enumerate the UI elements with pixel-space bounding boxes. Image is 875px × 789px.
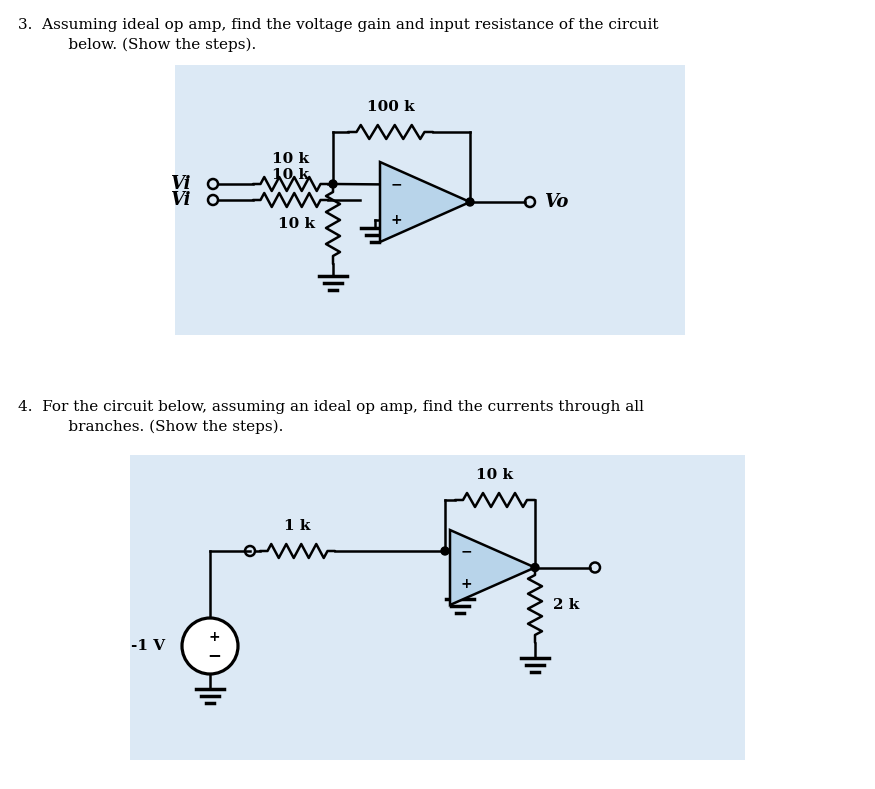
Text: 3.  Assuming ideal op amp, find the voltage gain and input resistance of the cir: 3. Assuming ideal op amp, find the volta…: [18, 18, 659, 32]
Text: −: −: [460, 544, 472, 558]
Text: 10 k: 10 k: [278, 217, 315, 231]
Text: +: +: [460, 577, 472, 591]
Text: +: +: [390, 212, 402, 226]
Text: Vi: Vi: [171, 191, 191, 209]
Polygon shape: [450, 530, 535, 605]
Circle shape: [182, 618, 238, 674]
Text: Vo: Vo: [544, 193, 569, 211]
Text: 10 k: 10 k: [272, 168, 309, 182]
Text: -1 V: -1 V: [131, 639, 165, 653]
FancyBboxPatch shape: [130, 455, 745, 760]
FancyBboxPatch shape: [175, 65, 685, 335]
Polygon shape: [380, 162, 470, 242]
Text: −: −: [390, 178, 402, 192]
Text: branches. (Show the steps).: branches. (Show the steps).: [44, 420, 284, 435]
Circle shape: [441, 547, 449, 555]
Text: 2 k: 2 k: [553, 598, 579, 612]
Text: +: +: [208, 630, 220, 644]
Circle shape: [466, 198, 474, 206]
Text: 10 k: 10 k: [272, 152, 309, 166]
Text: 4.  For the circuit below, assuming an ideal op amp, find the currents through a: 4. For the circuit below, assuming an id…: [18, 400, 644, 414]
Text: 1 k: 1 k: [284, 519, 311, 533]
Circle shape: [329, 180, 337, 188]
Text: below. (Show the steps).: below. (Show the steps).: [44, 38, 256, 52]
Text: Vi: Vi: [171, 175, 191, 193]
Circle shape: [531, 563, 539, 571]
Text: 10 k: 10 k: [477, 468, 514, 482]
Text: 100 k: 100 k: [367, 100, 415, 114]
Text: −: −: [207, 646, 220, 664]
